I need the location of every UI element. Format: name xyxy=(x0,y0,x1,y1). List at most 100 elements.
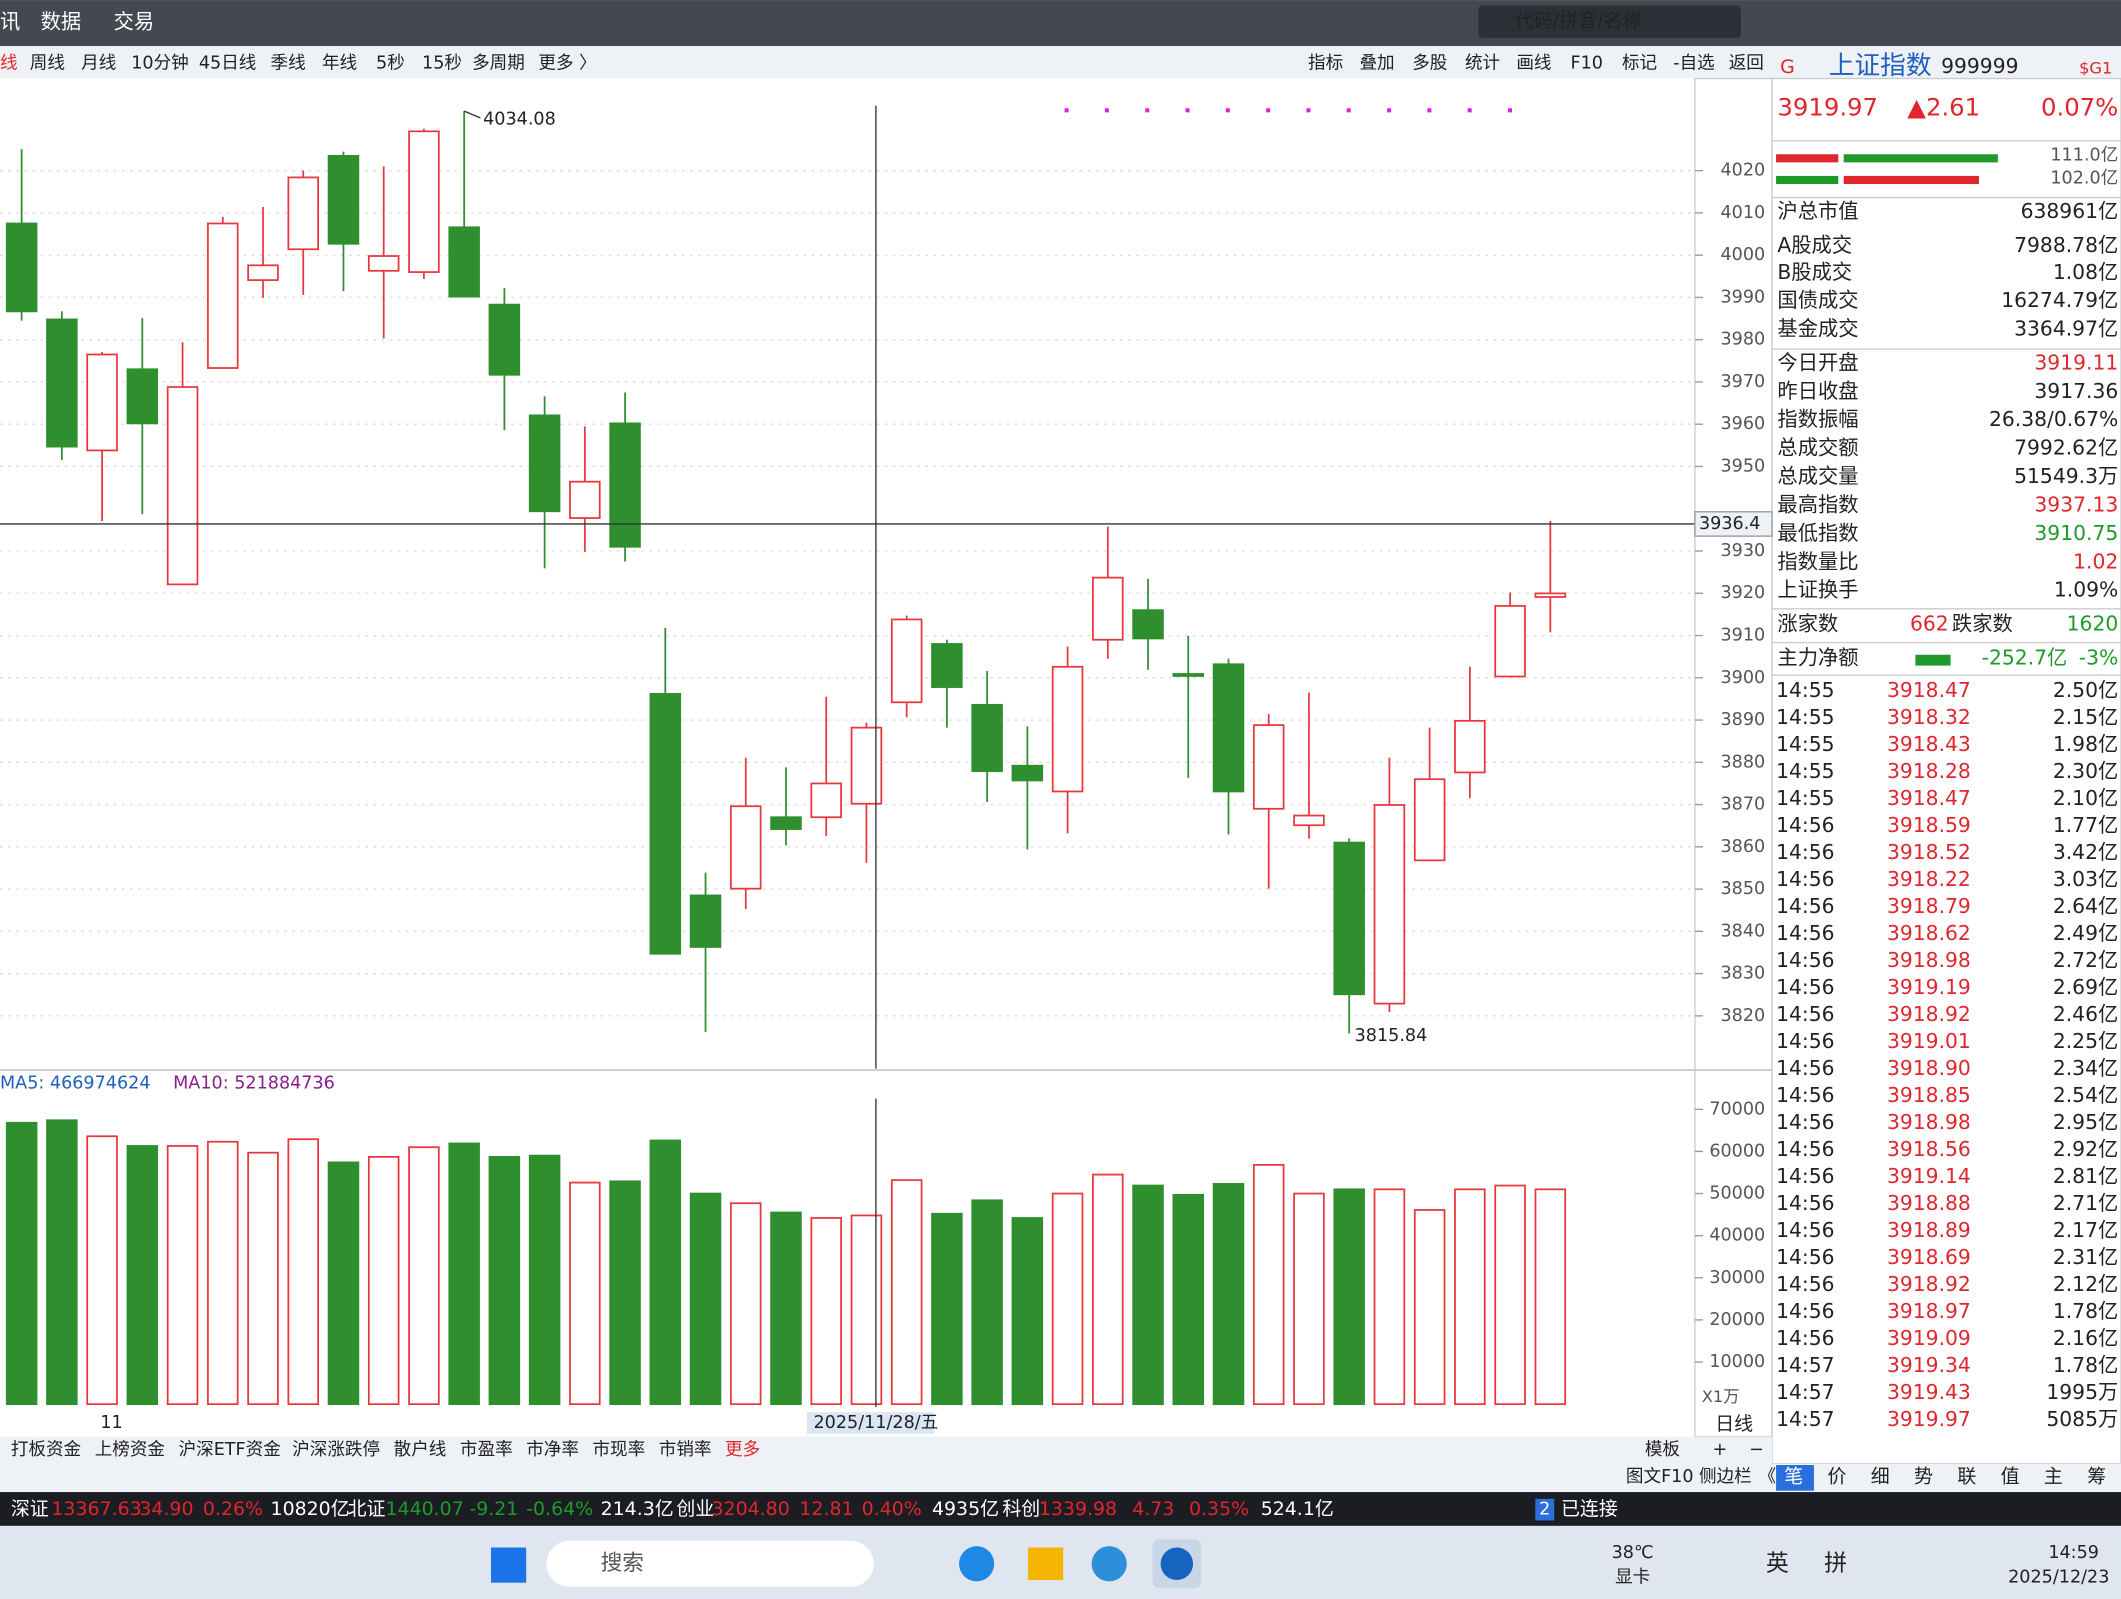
indicator-tab[interactable]: 市净率 xyxy=(526,1440,579,1460)
status-item: 科创 xyxy=(1002,1498,1040,1520)
stat-label: 国债成交 xyxy=(1777,288,1858,312)
period-tab[interactable]: 更多 〉 xyxy=(538,54,596,74)
volume-bar xyxy=(689,1192,722,1406)
tool-button[interactable]: 统计 xyxy=(1465,54,1500,74)
taskbar-search[interactable] xyxy=(546,1540,874,1587)
volume-bar xyxy=(1293,1192,1325,1406)
indicator-tab[interactable]: 沪深涨跌停 xyxy=(292,1440,380,1460)
volume-bar xyxy=(1051,1192,1084,1406)
indicator-tab[interactable]: 市销率 xyxy=(659,1440,712,1460)
menu-item[interactable]: 数据 xyxy=(41,10,82,34)
tick-amount: 2.25亿 xyxy=(2053,1029,2118,1053)
candle-body xyxy=(1293,814,1325,827)
period-tab[interactable]: 45日线 xyxy=(199,54,257,74)
app-icon[interactable] xyxy=(1160,1547,1194,1580)
period-tab[interactable]: 线 xyxy=(0,54,18,74)
date-highlight xyxy=(806,1412,935,1434)
side-tab[interactable]: 细 xyxy=(1871,1466,1890,1488)
status-item: 0.26% xyxy=(203,1498,263,1520)
dot xyxy=(1467,108,1472,113)
side-link[interactable]: 图文F10 xyxy=(1626,1467,1694,1487)
candle-body xyxy=(1454,720,1486,774)
period-tab[interactable]: 5秒 xyxy=(376,54,405,74)
volume-bar xyxy=(1454,1188,1486,1406)
template-btn[interactable]: 模板 xyxy=(1645,1440,1680,1460)
tool-button[interactable]: 返回 xyxy=(1729,54,1764,74)
menu-item[interactable]: 交易 xyxy=(114,10,155,34)
y-tick-label: 3840 xyxy=(1720,921,1765,941)
side-link[interactable]: 《 xyxy=(1758,1467,1776,1487)
side-tab[interactable]: 笔 xyxy=(1784,1466,1803,1488)
candle-body xyxy=(287,176,320,251)
edge-icon[interactable] xyxy=(959,1546,995,1582)
breadth-up-label: 涨家数 xyxy=(1777,612,1838,636)
ime[interactable]: 拼 xyxy=(1824,1550,1847,1576)
tick-amount: 2.34亿 xyxy=(2053,1056,2118,1080)
y-tick-label: 3890 xyxy=(1720,710,1765,730)
side-link[interactable]: 侧边栏 xyxy=(1699,1467,1752,1487)
side-tab[interactable]: 价 xyxy=(1827,1466,1846,1488)
taskbar-search-text[interactable]: 搜索 xyxy=(601,1551,644,1576)
tool-button[interactable]: F10 xyxy=(1570,54,1602,74)
tick-time: 14:57 xyxy=(1776,1380,1834,1404)
indicator-tab[interactable]: 沪深ETF资金 xyxy=(179,1440,282,1460)
y2-tick-label: 10000 xyxy=(1709,1352,1765,1372)
bar-green xyxy=(1843,154,1998,163)
tool-button[interactable]: -自选 xyxy=(1673,54,1714,74)
tick-time: 14:56 xyxy=(1776,921,1834,945)
tick-time: 14:55 xyxy=(1776,732,1834,756)
folder-icon[interactable] xyxy=(1028,1547,1064,1580)
indicator-tab[interactable]: 市现率 xyxy=(592,1440,645,1460)
ime[interactable]: 英 xyxy=(1766,1550,1789,1576)
side-tab[interactable]: 筹 xyxy=(2087,1466,2106,1488)
period-tab[interactable]: 多周期 xyxy=(472,54,525,74)
tick-amount: 2.50亿 xyxy=(2053,678,2118,702)
stat-label: 沪总市值 xyxy=(1777,199,1858,223)
indicator-tab[interactable]: 市盈率 xyxy=(460,1440,513,1460)
indicator-tab[interactable]: 打板资金 xyxy=(11,1440,82,1460)
side-tab[interactable]: 主 xyxy=(2044,1466,2063,1488)
side-tab[interactable]: 势 xyxy=(1914,1466,1933,1488)
flow-pct: -3% xyxy=(2079,645,2119,669)
tool-button[interactable]: 多股 xyxy=(1412,54,1447,74)
period-tab[interactable]: 年线 xyxy=(322,54,357,74)
template-btn[interactable]: + xyxy=(1712,1440,1727,1460)
tool-button[interactable]: 画线 xyxy=(1516,54,1551,74)
indicator-tab[interactable]: 散户线 xyxy=(394,1440,447,1460)
volume-bar xyxy=(86,1135,118,1406)
template-btn[interactable]: − xyxy=(1749,1440,1764,1460)
stat-value: 7988.78亿 xyxy=(2014,233,2118,257)
ma10-label: MA10: 521884736 xyxy=(173,1074,335,1094)
volume-bar xyxy=(1373,1188,1406,1406)
start-button[interactable] xyxy=(491,1547,527,1583)
tool-button[interactable]: 叠加 xyxy=(1359,54,1394,74)
search-box[interactable] xyxy=(1478,5,1741,38)
stat-value: 1.09% xyxy=(2054,578,2118,602)
period-tab[interactable]: 季线 xyxy=(271,54,306,74)
period-tab[interactable]: 10分钟 xyxy=(131,54,189,74)
tick-amount: 1.77亿 xyxy=(2053,813,2118,837)
quote-change: ▲2.61 xyxy=(1907,92,1980,121)
side-tab[interactable]: 联 xyxy=(1957,1466,1976,1488)
volume-bar xyxy=(408,1146,440,1406)
volume-bar xyxy=(207,1140,239,1406)
menu-item[interactable]: 讯 xyxy=(0,10,20,34)
tick-amount: 2.30亿 xyxy=(2053,759,2118,783)
volume-bar xyxy=(730,1202,762,1406)
volume-bar xyxy=(126,1145,159,1406)
edge-ai-icon[interactable] xyxy=(1091,1546,1127,1582)
tick-amount: 5085万 xyxy=(2046,1407,2118,1431)
indicator-tab[interactable]: 上榜资金 xyxy=(95,1440,166,1460)
side-tab[interactable]: 值 xyxy=(2001,1466,2020,1488)
candle-body xyxy=(810,782,842,819)
tick-time: 14:56 xyxy=(1776,1272,1834,1296)
breadth-down-label: 跌家数 xyxy=(1952,612,2013,636)
period-tab[interactable]: 周线 xyxy=(30,54,65,74)
period-tab[interactable]: 15秒 xyxy=(422,54,462,74)
tool-button[interactable]: 标记 xyxy=(1622,54,1657,74)
tick-price: 3918.22 xyxy=(1887,867,1971,891)
indicator-tab[interactable]: 更多 xyxy=(725,1440,760,1460)
period-tab[interactable]: 月线 xyxy=(81,54,116,74)
tool-button[interactable]: 指标 xyxy=(1308,54,1343,74)
tick-price: 3918.62 xyxy=(1887,921,1971,945)
